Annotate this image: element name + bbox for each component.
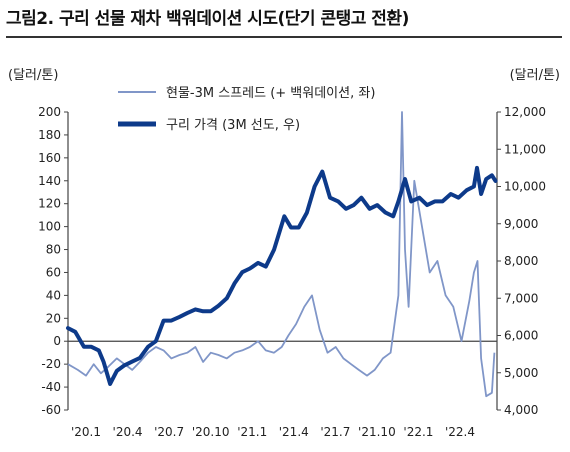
left-tick-label: 100 [38, 220, 61, 234]
right-tick-label: 6,000 [504, 329, 538, 343]
left-tick-label: 120 [38, 197, 61, 211]
left-tick-labels: -60 -40 -20 0 20 40 60 80 100 120 140 160 180 200 [38, 105, 68, 417]
x-tick-labels: '20.1 '20.4 '20.7 '20.10 '21.1 '21.4 '21.7 '21.… [71, 425, 475, 439]
spread-series-line [67, 111, 496, 398]
right-tick-label: 9,000 [504, 217, 538, 231]
legend: 현물-3M 스프레드 (+ 백워데이션, 좌) 구리 가격 (3M 선도, 우) [118, 86, 375, 133]
right-tick-label: 11,000 [504, 142, 546, 156]
right-tick-label: 8,000 [504, 254, 538, 268]
x-tick-label: '21.10 [358, 425, 396, 439]
left-tick-label: -20 [41, 357, 61, 371]
right-tick-label: 10,000 [504, 180, 546, 194]
left-tick-label: 180 [38, 128, 61, 142]
right-axis-unit: (달러/톤) [509, 68, 560, 83]
x-tick-label: '21.4 [279, 425, 309, 439]
legend-label-spread: 현물-3M 스프레드 (+ 백워데이션, 좌) [166, 86, 375, 101]
left-tick-label: 0 [53, 334, 61, 348]
right-tick-label: 5,000 [504, 366, 538, 380]
right-tick-label: 4,000 [504, 403, 538, 417]
x-tick-label: '20.10 [192, 425, 230, 439]
title-divider [6, 36, 562, 38]
left-tick-label: -60 [41, 403, 61, 417]
left-tick-label: 140 [38, 174, 61, 188]
left-axis-unit: (달러/톤) [8, 68, 59, 83]
right-tick-labels: 4,000 5,000 6,000 7,000 8,000 9,000 10,000 11,0… [497, 105, 546, 417]
x-tick-label: '20.4 [113, 425, 143, 439]
x-tick-label: '20.1 [71, 425, 101, 439]
left-tick-label: 40 [46, 288, 61, 302]
left-tick-label: 200 [38, 105, 61, 119]
x-tick-label: '22.1 [403, 425, 433, 439]
right-tick-label: 12,000 [504, 105, 546, 119]
left-tick-label: 160 [38, 151, 61, 165]
left-tick-label: 80 [46, 243, 61, 257]
x-tick-label: '21.1 [237, 425, 267, 439]
price-series-line [66, 165, 498, 386]
left-tick-label: -40 [41, 380, 61, 394]
x-tick-label: '22.4 [445, 425, 475, 439]
right-tick-label: 7,000 [504, 291, 538, 305]
left-tick-label: 20 [46, 311, 61, 325]
legend-label-price: 구리 가격 (3M 선도, 우) [166, 118, 300, 133]
chart-title: 그림2. 구리 선물 재차 백워데이션 시도(단기 콘탱고 전환) [6, 9, 409, 29]
left-tick-label: 60 [46, 265, 61, 279]
x-tick-label: '20.7 [154, 425, 184, 439]
x-tick-label: '21.7 [320, 425, 350, 439]
